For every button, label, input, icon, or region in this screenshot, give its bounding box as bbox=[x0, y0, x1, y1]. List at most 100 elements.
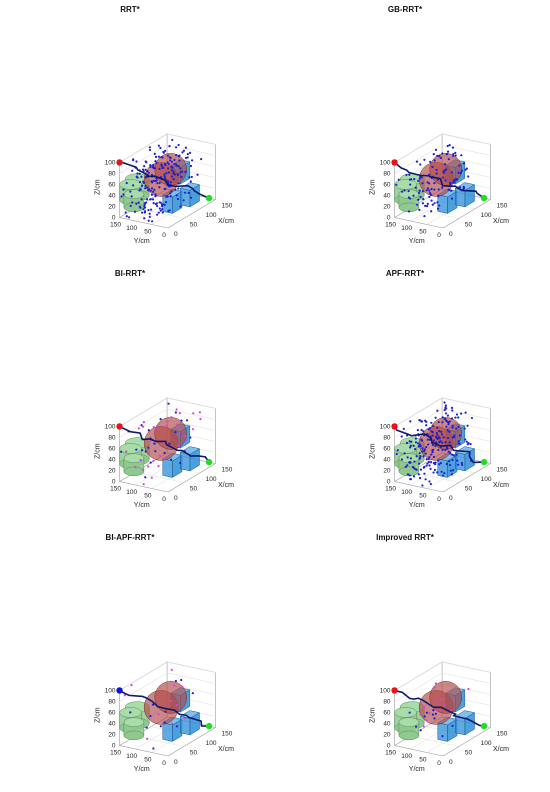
z-tick-label: 80 bbox=[108, 434, 116, 441]
z-tick-label: 100 bbox=[380, 687, 391, 694]
tree-node bbox=[176, 197, 180, 201]
tree-node bbox=[142, 180, 145, 183]
tree-node bbox=[439, 430, 443, 433]
grid-line bbox=[167, 133, 216, 145]
tree-node bbox=[147, 171, 150, 174]
tree-node bbox=[441, 448, 444, 451]
z-axis-label: Z/cm bbox=[95, 707, 102, 723]
tree-node bbox=[418, 476, 422, 480]
tree-node bbox=[425, 458, 428, 461]
tree-node bbox=[435, 172, 438, 175]
tree-node bbox=[136, 172, 139, 175]
tree-node bbox=[412, 475, 416, 478]
tree-node bbox=[179, 205, 182, 208]
x-axis-label: X/cm bbox=[493, 482, 509, 489]
tree-node bbox=[414, 725, 418, 728]
tree-node bbox=[149, 461, 152, 464]
tree-node bbox=[467, 687, 470, 691]
tree-node bbox=[144, 184, 147, 188]
cylinder-top bbox=[394, 179, 417, 190]
z-tick-label: 40 bbox=[383, 193, 391, 200]
tree-node bbox=[433, 182, 436, 185]
box-face bbox=[437, 194, 448, 214]
tree-node bbox=[143, 164, 146, 168]
tree-node bbox=[451, 426, 454, 429]
grid-line bbox=[119, 133, 168, 163]
grid-line bbox=[119, 661, 168, 691]
tree-node bbox=[430, 453, 433, 456]
tree-node bbox=[149, 165, 152, 168]
tree-node bbox=[172, 170, 175, 173]
tree-node bbox=[416, 429, 419, 432]
tree-node bbox=[132, 158, 135, 162]
tree-node bbox=[167, 171, 171, 174]
subplot-6: Improved RRT*050100150050100150020406080… bbox=[370, 533, 510, 773]
z-tick-label: 80 bbox=[383, 170, 391, 177]
z-tick-label: 0 bbox=[112, 743, 116, 750]
z-tick-label: 80 bbox=[108, 698, 116, 705]
tree-node bbox=[407, 189, 410, 193]
tree-node bbox=[179, 461, 182, 465]
tree-node bbox=[425, 711, 429, 714]
box-face bbox=[180, 187, 191, 208]
sphere-obstacle bbox=[429, 681, 462, 714]
tree-node bbox=[452, 152, 455, 156]
tree-node bbox=[139, 188, 142, 191]
tree-node bbox=[148, 148, 152, 152]
tree-node bbox=[139, 458, 142, 462]
tree-node bbox=[444, 412, 448, 415]
tree-node bbox=[438, 204, 441, 207]
y-axis-label: Y/cm bbox=[409, 238, 425, 245]
tree-node bbox=[437, 436, 441, 439]
tree-node bbox=[169, 159, 172, 162]
cylinder-base bbox=[398, 730, 420, 741]
tree-node bbox=[434, 444, 437, 448]
tree-node bbox=[440, 698, 443, 701]
tree-node bbox=[431, 443, 435, 447]
tree-node bbox=[408, 173, 411, 176]
y-axis-label: Y/cm bbox=[134, 766, 150, 773]
tree-node bbox=[175, 704, 178, 707]
tree-node bbox=[408, 461, 411, 464]
tree-node bbox=[137, 427, 140, 430]
tree-node bbox=[180, 678, 183, 682]
tree-node bbox=[432, 708, 435, 712]
subplot-title: GB-RRT* bbox=[388, 5, 423, 14]
tree-node bbox=[154, 202, 157, 206]
tree-node bbox=[432, 424, 435, 428]
tree-node bbox=[401, 190, 404, 193]
x-tick-label: 50 bbox=[190, 485, 198, 492]
tree-node bbox=[400, 458, 404, 461]
tree-node bbox=[404, 465, 407, 468]
tree-node bbox=[161, 203, 164, 206]
tree-node bbox=[157, 144, 160, 147]
tree-node bbox=[457, 440, 460, 443]
z-axis-label: Z/cm bbox=[95, 443, 102, 459]
tree-node bbox=[431, 165, 434, 169]
tree-node bbox=[141, 425, 145, 428]
tree-node bbox=[185, 419, 189, 422]
tree-node bbox=[152, 747, 155, 750]
tree-node bbox=[406, 473, 410, 476]
subplot-1: RRT*050100150050100150020406080100X/cmY/… bbox=[95, 5, 235, 245]
tree-node bbox=[161, 211, 164, 214]
box-face bbox=[437, 722, 448, 742]
subplot-5: BI-APF-RRT*05010015005010015002040608010… bbox=[95, 533, 235, 773]
tree-node bbox=[142, 483, 145, 486]
tree-node bbox=[191, 428, 195, 431]
z-axis-label: Z/cm bbox=[370, 179, 377, 195]
tree-node bbox=[170, 699, 173, 703]
tree-node bbox=[168, 156, 171, 159]
tree-node bbox=[434, 416, 437, 419]
z-tick-label: 0 bbox=[387, 479, 391, 486]
tree-node bbox=[184, 156, 188, 159]
tree-node bbox=[163, 173, 166, 176]
tree-node bbox=[428, 427, 431, 430]
x-axis-label: X/cm bbox=[493, 218, 509, 225]
tree-node bbox=[157, 713, 160, 716]
tree-node bbox=[408, 178, 412, 181]
tree-node bbox=[428, 189, 431, 192]
y-axis-label: Y/cm bbox=[409, 502, 425, 509]
z-tick-label: 60 bbox=[383, 445, 391, 452]
tree-node bbox=[156, 213, 159, 216]
